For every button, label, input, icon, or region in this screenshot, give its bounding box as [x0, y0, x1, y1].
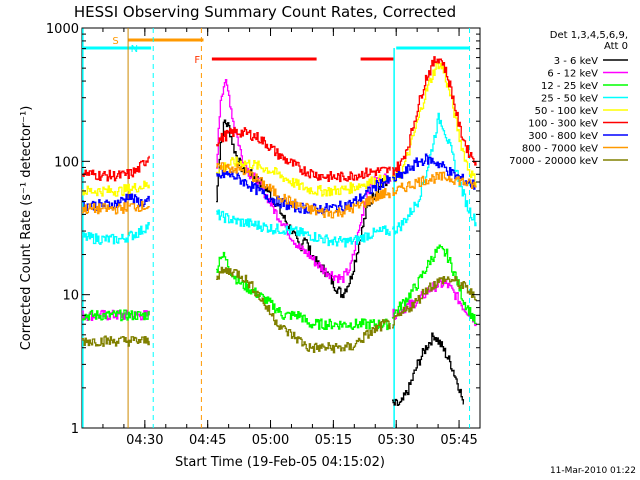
series-segment: [392, 171, 478, 196]
legend-label: 7000 - 20000 keV: [509, 156, 598, 167]
series-segment: [392, 153, 477, 190]
series-100-300-kev: [82, 56, 477, 183]
x-tick-label: 05:30: [377, 433, 414, 448]
legend-label: 50 - 100 keV: [535, 106, 599, 117]
marker-label: F: [194, 55, 200, 66]
x-tick-label: 05:15: [315, 433, 352, 448]
x-ticks: 04:30 04:45 05:00 05:15 05:30 05:45: [102, 28, 478, 448]
x-tick-label: 04:30: [126, 433, 163, 448]
series-segment: [216, 251, 392, 331]
y-tick-label: 100: [54, 155, 79, 170]
series-800-7000-kev: [82, 162, 478, 219]
series-segment: [82, 200, 151, 215]
series-segment: [82, 180, 150, 197]
series-segment: [82, 155, 150, 182]
y-tick-label: 1000: [46, 22, 79, 37]
series-segment: [216, 127, 391, 183]
x-tick-label: 05:45: [440, 433, 477, 448]
series-50-100-kev: [82, 61, 477, 197]
marker-label: S: [112, 36, 118, 47]
series-segment: [216, 156, 391, 197]
series-segment: [82, 335, 150, 347]
series-segment: [216, 162, 391, 219]
plot-frame: [81, 27, 481, 429]
series-7000-20000-kev: [82, 266, 477, 354]
series-segment: [216, 209, 391, 248]
chart-title: HESSI Observing Summary Count Rates, Cor…: [74, 3, 456, 21]
x-tick-label: 04:45: [189, 433, 226, 448]
footer-date: 11-Mar-2010 01:22: [550, 466, 636, 476]
series-3-6-kev: [216, 119, 465, 407]
data-series: [82, 56, 478, 407]
legend-label: 25 - 50 keV: [541, 94, 598, 105]
y-ticks: 1 10 100 1000: [46, 22, 480, 437]
series-segment: [82, 309, 150, 322]
legend-label: 12 - 25 keV: [541, 81, 598, 92]
x-tick-label: 05:00: [252, 433, 289, 448]
legend-label: 100 - 300 keV: [528, 119, 598, 130]
series-25-50-kev: [82, 112, 477, 248]
series-segment: [392, 56, 477, 176]
marker-label: N: [131, 44, 138, 55]
legend-header: Det 1,3,4,5,6,9,: [550, 30, 628, 41]
legend-label: 300 - 800 keV: [528, 131, 598, 142]
series-segment: [391, 244, 477, 325]
legend-label: 6 - 12 keV: [547, 69, 598, 80]
series-segment: [392, 61, 477, 186]
y-tick-label: 10: [62, 289, 79, 304]
y-axis-label: Corrected Count Rate (s⁻¹ detector⁻¹): [19, 106, 34, 351]
legend-label: 3 - 6 keV: [554, 56, 598, 67]
y-tick-label: 1: [71, 422, 79, 437]
x-axis-label: Start Time (19-Feb-05 04:15:02): [175, 455, 385, 470]
series-segment: [392, 112, 477, 235]
vertical-markers: S N F: [82, 28, 471, 428]
series-segment: [392, 332, 465, 407]
legend: Det 1,3,4,5,6,9,Att 0 3 - 6 keV 6 - 12 keV…: [509, 30, 628, 167]
series-segment: [216, 266, 391, 354]
series-12-25-kev: [82, 244, 477, 331]
series-segment: [392, 275, 477, 329]
series-segment: [82, 222, 150, 245]
legend-header: Att 0: [604, 41, 628, 52]
flag-bars: [82, 38, 470, 61]
legend-label: 800 - 7000 keV: [522, 144, 598, 155]
